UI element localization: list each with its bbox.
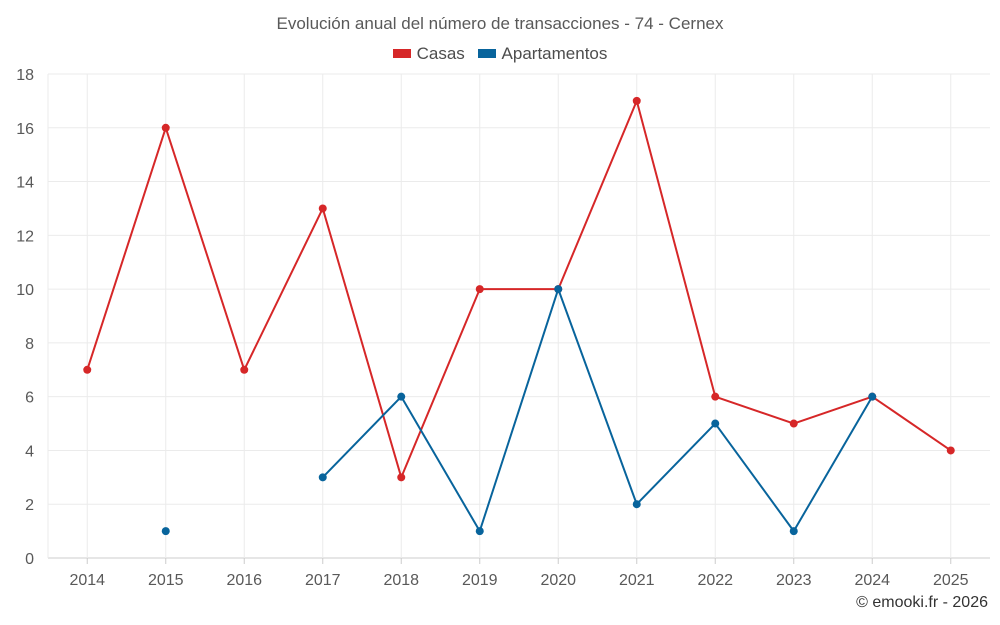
- legend-label-casas: Casas: [416, 44, 465, 63]
- legend-swatch-casas: [392, 49, 411, 59]
- data-point-casas: [711, 392, 720, 401]
- data-point-apartamentos: [632, 500, 641, 509]
- data-point-apartamentos: [554, 285, 563, 294]
- data-point-apartamentos: [161, 527, 170, 536]
- grid: [47, 73, 990, 559]
- chart-title: Evolución anual del número de transaccio…: [276, 14, 724, 33]
- y-tick-label: 18: [16, 67, 34, 84]
- y-tick-label: 10: [16, 282, 34, 299]
- data-point-casas: [240, 365, 249, 374]
- x-tick-label: 2018: [383, 572, 419, 589]
- x-tick-label: 2021: [619, 572, 655, 589]
- y-tick-label: 12: [16, 228, 34, 245]
- legend: Casas Apartamentos: [0, 44, 1000, 64]
- x-tick-label: 2024: [854, 572, 890, 589]
- y-tick-label: 14: [16, 175, 34, 192]
- y-tick-label: 8: [25, 336, 34, 353]
- credit-text: © emooki.fr - 2026: [856, 594, 988, 611]
- y-tick-label: 16: [16, 121, 34, 138]
- y-tick-label: 0: [25, 551, 34, 568]
- x-tick-label: 2022: [697, 572, 733, 589]
- data-point-apartamentos: [318, 473, 327, 482]
- legend-swatch-apartamentos: [477, 49, 496, 59]
- legend-item-apartamentos[interactable]: Apartamentos: [477, 44, 608, 64]
- y-tick-label: 6: [25, 390, 34, 407]
- data-point-casas: [161, 123, 170, 132]
- x-tick-label: 2015: [148, 572, 184, 589]
- series-line-apartamentos: [322, 288, 874, 533]
- data-point-casas: [83, 365, 92, 374]
- data-point-casas: [475, 285, 484, 294]
- data-point-apartamentos: [397, 392, 406, 401]
- y-tick-label: 2: [25, 497, 34, 514]
- data-point-casas: [789, 419, 798, 428]
- data-point-casas: [946, 446, 955, 455]
- legend-label-apartamentos: Apartamentos: [501, 44, 608, 63]
- x-tick-label: 2020: [540, 572, 576, 589]
- x-tick-label: 2023: [776, 572, 812, 589]
- y-axis: 0 2 4 6 8 10 12 14 16 18: [16, 67, 34, 568]
- data-point-apartamentos: [475, 527, 484, 536]
- data-point-casas: [632, 96, 641, 105]
- data-point-apartamentos: [868, 392, 877, 401]
- x-tick-label: 2014: [69, 572, 105, 589]
- x-tick-label: 2017: [305, 572, 341, 589]
- series-group: [83, 96, 955, 536]
- data-point-apartamentos: [711, 419, 720, 428]
- data-point-apartamentos: [789, 527, 798, 536]
- x-axis: 2014 2015 2016 2017 2018 2019 2020 2021 2022 2023…: [69, 558, 969, 589]
- x-tick-label: 2016: [226, 572, 262, 589]
- series-line-casas: [86, 99, 952, 479]
- data-point-casas: [318, 204, 327, 213]
- legend-item-casas[interactable]: Casas: [392, 44, 465, 64]
- x-tick-label: 2025: [933, 572, 969, 589]
- y-tick-label: 4: [25, 443, 34, 460]
- data-point-casas: [397, 473, 406, 482]
- x-tick-label: 2019: [462, 572, 498, 589]
